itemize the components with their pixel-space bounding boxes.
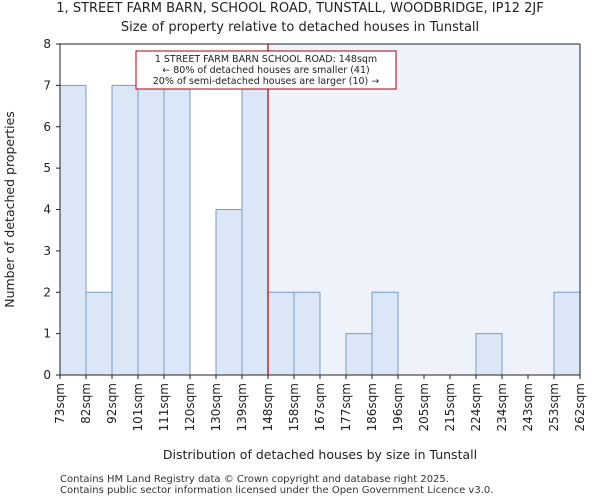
x-tick-label: 148sqm: [261, 383, 275, 431]
bar: [137, 84, 165, 376]
x-tick-label: 205sqm: [417, 383, 431, 431]
chart-title: 1, STREET FARM BARN, SCHOOL ROAD, TUNSTA…: [56, 1, 544, 16]
x-tick-label: 92sqm: [105, 383, 119, 424]
x-tick-label: 234sqm: [495, 383, 509, 431]
x-tick-label: 73sqm: [53, 383, 67, 424]
x-tick-label: 243sqm: [521, 383, 535, 431]
y-tick-label: 7: [43, 78, 51, 92]
x-tick-label: 139sqm: [235, 383, 249, 431]
bar: [475, 333, 503, 376]
x-tick-label: 196sqm: [391, 383, 405, 431]
annotation-box: [135, 50, 397, 90]
footer-line-1: Contains HM Land Registry data © Crown c…: [60, 474, 449, 485]
chart-subtitle: Size of property relative to detached ho…: [120, 20, 480, 35]
bar: [345, 333, 373, 376]
y-tick-label: 0: [43, 368, 51, 382]
bar: [553, 291, 581, 376]
x-tick-label: 262sqm: [573, 383, 587, 431]
x-tick-label: 224sqm: [469, 383, 483, 431]
bar: [215, 209, 243, 376]
bar: [267, 291, 295, 376]
bar: [293, 291, 321, 376]
bar: [59, 84, 87, 376]
y-axis-label: Number of detached properties: [2, 111, 17, 308]
annotation-text: 20% of semi-detached houses are larger (…: [153, 76, 380, 87]
annotation-text: 1 STREET FARM BARN SCHOOL ROAD: 148sqm: [155, 54, 377, 65]
x-tick-label: 130sqm: [209, 383, 223, 431]
histogram-chart: 0 1 2 3 4 5 6 7 8 73sqm 82sqm 92sqm 101sqm 111sqm 120s…: [2, 37, 587, 462]
x-tick-label: 111sqm: [157, 383, 171, 431]
x-tick-label: 215sqm: [443, 383, 457, 431]
x-axis-label: Distribution of detached houses by size …: [163, 447, 477, 462]
x-tick-label: 186sqm: [365, 383, 379, 431]
x-tick-label: 177sqm: [339, 383, 353, 431]
y-tick-label: 1: [43, 327, 51, 341]
bar: [163, 84, 191, 376]
footer-line-2: Contains public sector information licen…: [60, 485, 494, 496]
annotation-text: ← 80% of detached houses are smaller (41…: [162, 65, 369, 76]
x-tick-label: 120sqm: [183, 383, 197, 431]
bar: [371, 291, 399, 376]
y-tick-label: 2: [43, 285, 51, 299]
bar: [85, 291, 113, 376]
y-tick-label: 5: [43, 161, 51, 175]
x-tick-label: 101sqm: [131, 383, 145, 431]
x-tick-label: 82sqm: [79, 383, 93, 424]
y-tick-label: 3: [43, 244, 51, 258]
y-tick-label: 4: [43, 203, 51, 217]
bar: [241, 84, 269, 376]
x-tick-label: 253sqm: [547, 383, 561, 431]
y-tick-label: 6: [43, 120, 51, 134]
y-tick-label: 8: [43, 37, 51, 51]
x-tick-label: 167sqm: [313, 383, 327, 431]
x-tick-label: 158sqm: [287, 383, 301, 431]
bar: [111, 84, 139, 376]
